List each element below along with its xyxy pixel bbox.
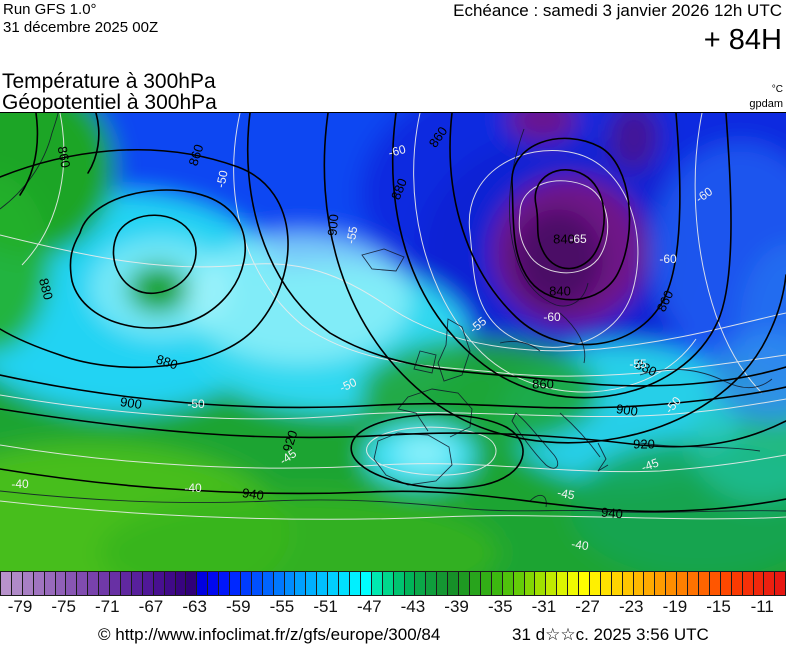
colorbar-tick: -63: [182, 597, 207, 616]
colorbar-tick: -15: [706, 597, 731, 616]
colorbar-tick: -27: [575, 597, 600, 616]
colorbar-tick: -67: [138, 597, 164, 616]
geopotential-contours: [0, 113, 786, 513]
colorbar-tick: -19: [662, 597, 688, 616]
footer-copyright-url: © http://www.infoclimat.fr/z/gfs/europe/…: [98, 625, 441, 644]
colorbar-tick: -75: [51, 597, 76, 616]
colorbar-tick-labels: -79 -75 -71 -67 -63 -59 -55 -51 -47 -43 -39 -35 -31-…: [0, 597, 786, 619]
unit-temperature: °C: [771, 84, 783, 95]
colorbar-tick: -35: [487, 597, 513, 616]
colorbar-tick: -55: [269, 597, 295, 616]
colorbar-tick: -43: [400, 597, 426, 616]
footer-generation-timestamp: 31 d☆☆c. 2025 3:56 UTC: [512, 625, 709, 644]
temperature-colorbar: [0, 571, 786, 596]
map-title: Température à 300hPa Géopotentiel à 300h…: [2, 71, 217, 113]
colorbar-cell: [774, 571, 786, 596]
model-run-info: Run GFS 1.0° 31 décembre 2025 00Z: [3, 1, 158, 37]
model-run-name: Run GFS 1.0°: [3, 1, 97, 18]
map-title-geopotential: Géopotentiel à 300hPa: [2, 91, 217, 114]
colorbar-tick: -23: [618, 597, 644, 616]
colorbar-tick: -51: [313, 597, 338, 616]
colorbar-tick: -47: [356, 597, 382, 616]
colorbar-tick: -11: [750, 597, 774, 616]
map-title-temperature: Température à 300hPa: [2, 70, 216, 93]
colorbar-tick: -59: [226, 597, 251, 616]
model-run-date: 31 décembre 2025 00Z: [3, 19, 159, 36]
colorbar-tick: -39: [444, 597, 469, 616]
colorbar-tick: -79: [7, 597, 33, 616]
colorbar-tick: -71: [95, 597, 120, 616]
map-temperature-shading: [0, 113, 786, 571]
unit-geopotential: gpdam: [749, 98, 783, 110]
forecast-valid-time: Echéance : samedi 3 janvier 2026 12h UTC: [453, 1, 782, 20]
footer: © http://www.infoclimat.fr/z/gfs/europe/…: [0, 622, 786, 648]
forecast-step: + 84H: [703, 24, 782, 56]
weather-map: 860 880 860 880 900 860 840 840 860 860 880 900 920 9…: [0, 112, 786, 571]
colorbar-tick: -31: [531, 597, 557, 616]
weather-map-canvas: [0, 113, 786, 571]
